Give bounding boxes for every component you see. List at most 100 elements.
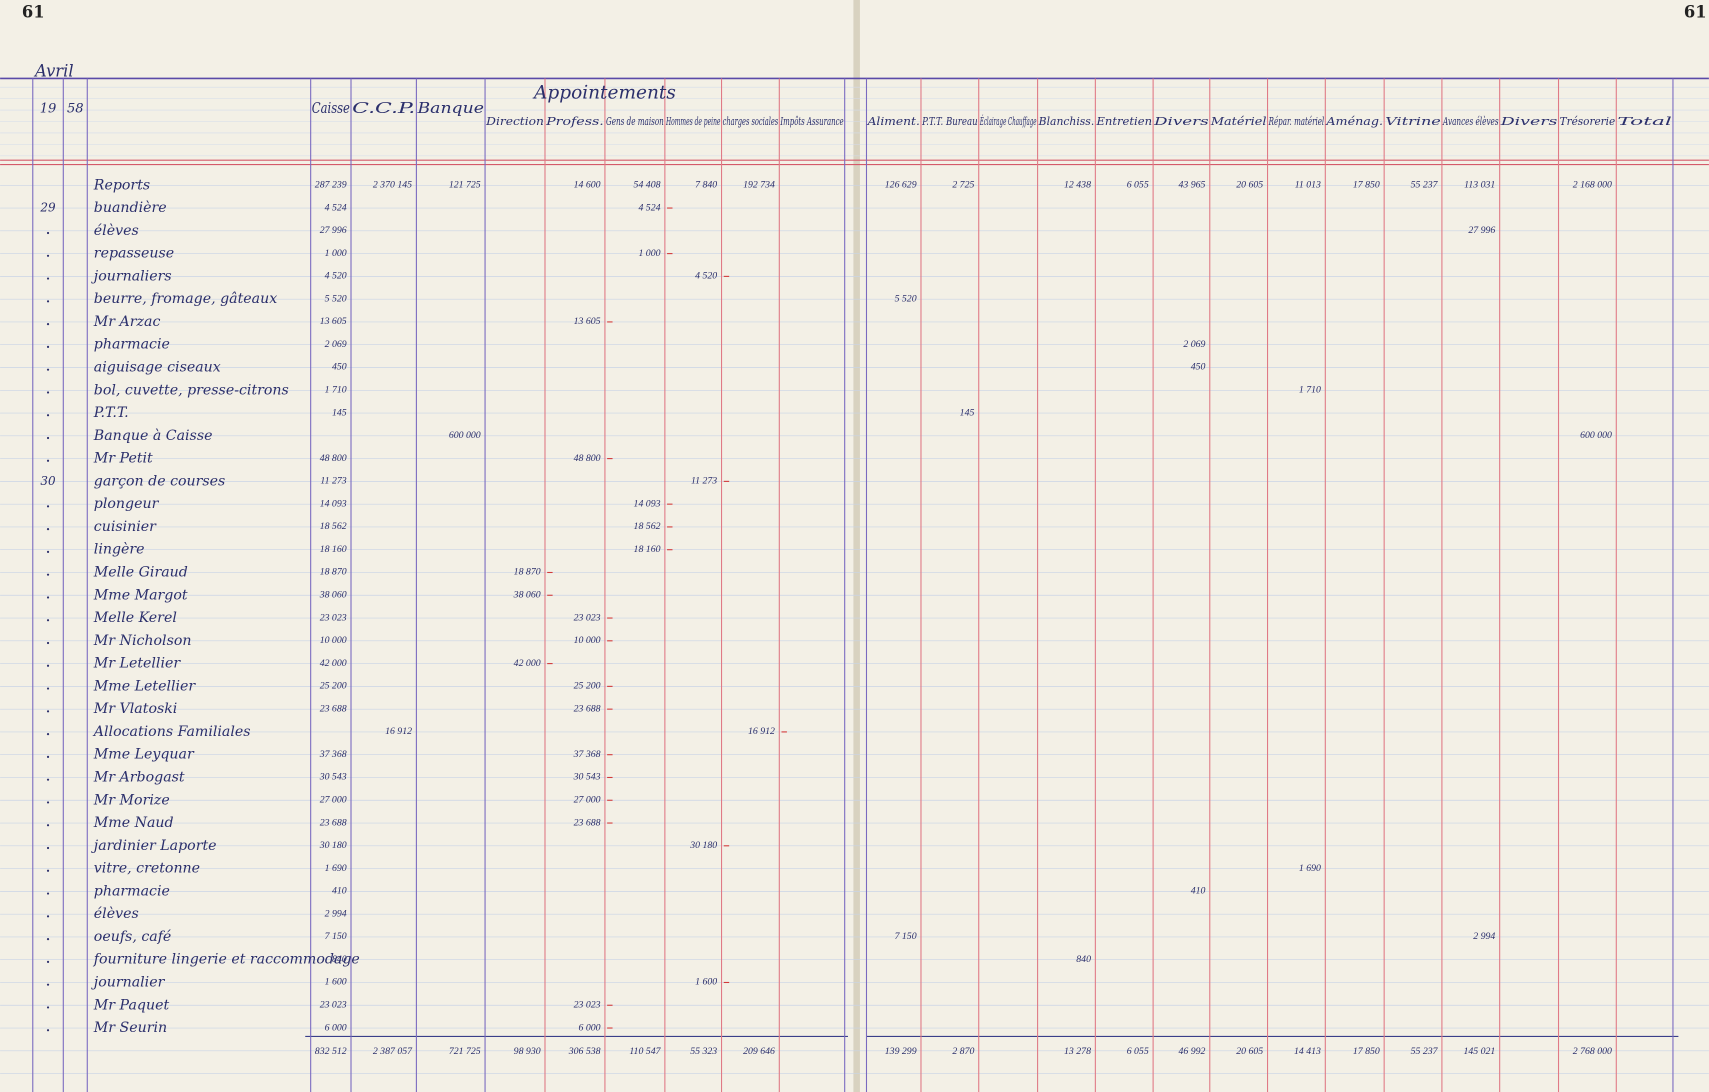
ditto-mark bbox=[46, 824, 50, 827]
ditto-mark bbox=[46, 391, 50, 394]
amount: 23 688 bbox=[574, 703, 601, 714]
amount: 126 629 bbox=[885, 180, 917, 191]
amount: 27 000 bbox=[320, 795, 347, 806]
ditto-mark bbox=[46, 892, 50, 895]
column-header: Vitrine bbox=[1385, 114, 1441, 128]
page-number: 61 bbox=[1684, 3, 1707, 22]
column-header: Caisse bbox=[312, 99, 350, 117]
column-header: Gens de maison bbox=[606, 114, 664, 128]
column-header: Direction bbox=[485, 114, 544, 128]
ditto-mark bbox=[46, 619, 50, 622]
ditto-mark bbox=[46, 664, 50, 667]
row-label: pharmacie bbox=[94, 337, 170, 353]
amount: 5 520 bbox=[895, 293, 917, 304]
amount: 1 600 bbox=[695, 977, 717, 988]
amount: 2 370 145 bbox=[373, 180, 412, 191]
amount: 18 562 bbox=[320, 521, 347, 532]
amount: 2 725 bbox=[952, 180, 974, 191]
column-header: C.C.P. bbox=[352, 99, 415, 117]
month: Avril bbox=[33, 61, 74, 80]
ditto-mark bbox=[46, 1006, 50, 1009]
ditto-mark bbox=[46, 915, 50, 918]
row-label: Mr Petit bbox=[93, 451, 153, 467]
amount: 27 000 bbox=[574, 795, 601, 806]
amount: 7 150 bbox=[895, 931, 917, 942]
ditto-mark bbox=[46, 300, 50, 303]
ditto-mark bbox=[46, 755, 50, 758]
total: 209 646 bbox=[743, 1046, 775, 1057]
row-label: Reports bbox=[93, 177, 150, 193]
row-label: Mr Paquet bbox=[93, 997, 170, 1013]
rules bbox=[0, 77, 1709, 1092]
total: 2 870 bbox=[952, 1046, 974, 1057]
total: 14 413 bbox=[1294, 1046, 1321, 1057]
column-header: Total bbox=[1617, 114, 1672, 128]
amount: 6 055 bbox=[1127, 180, 1149, 191]
amount: 20 605 bbox=[1236, 180, 1263, 191]
amount: 840 bbox=[332, 954, 347, 965]
row-label: Mr Morize bbox=[93, 792, 170, 808]
row-label: Mr Letellier bbox=[93, 656, 182, 672]
amount: 18 870 bbox=[514, 567, 541, 578]
amount: 30 543 bbox=[573, 772, 601, 783]
amount: 450 bbox=[1191, 362, 1206, 373]
amount: 23 023 bbox=[320, 612, 347, 623]
total: 139 299 bbox=[885, 1046, 917, 1057]
amount: 145 bbox=[960, 407, 975, 418]
ditto-mark bbox=[46, 596, 50, 599]
row-label: garçon de courses bbox=[94, 473, 226, 489]
ditto-mark bbox=[46, 983, 50, 986]
amount: 4 520 bbox=[325, 271, 347, 282]
amount: 5 520 bbox=[325, 293, 347, 304]
total: 55 237 bbox=[1411, 1046, 1439, 1057]
total: 721 725 bbox=[449, 1046, 481, 1057]
amount: 145 bbox=[332, 407, 347, 418]
amount: 13 605 bbox=[320, 316, 347, 327]
amount: 55 237 bbox=[1411, 180, 1439, 191]
total: 145 021 bbox=[1463, 1046, 1495, 1057]
row-label: élèves bbox=[94, 223, 139, 239]
ditto-mark bbox=[46, 550, 50, 553]
column-header: Matériel bbox=[1210, 114, 1267, 128]
row-label: journaliers bbox=[91, 268, 172, 284]
row-label: jardinier Laporte bbox=[91, 838, 217, 854]
amount: 4 524 bbox=[325, 202, 347, 213]
column-header: Avances élèves bbox=[1442, 114, 1498, 128]
ditto-mark bbox=[46, 528, 50, 531]
ditto-mark bbox=[46, 459, 50, 462]
amount: 16 912 bbox=[385, 726, 412, 737]
row-label: Mr Arbogast bbox=[93, 769, 185, 785]
amount: 2 069 bbox=[1183, 339, 1205, 350]
row-label: lingère bbox=[94, 542, 145, 558]
amount: 23 688 bbox=[320, 817, 347, 828]
ditto-mark bbox=[46, 641, 50, 645]
amount: 113 031 bbox=[1464, 180, 1495, 191]
column-header: Éclairage Chauffage bbox=[979, 114, 1036, 128]
row-label: cuisinier bbox=[94, 519, 157, 535]
amount: 42 000 bbox=[320, 658, 347, 669]
amount: 7 150 bbox=[325, 931, 347, 942]
ditto-mark bbox=[46, 846, 50, 850]
amount: 14 093 bbox=[320, 498, 347, 509]
row-label: Mr Vlatoski bbox=[93, 701, 178, 717]
total: 2 768 000 bbox=[1573, 1046, 1612, 1057]
amount: 1 710 bbox=[1299, 385, 1321, 396]
amount: 48 800 bbox=[320, 453, 347, 464]
total: 2 387 057 bbox=[373, 1046, 413, 1057]
column-header: Aliment. bbox=[867, 114, 920, 128]
row-label: fourniture lingerie et raccommodage bbox=[93, 952, 360, 968]
amount: 27 996 bbox=[1468, 225, 1495, 236]
amount: 12 438 bbox=[1064, 180, 1091, 191]
amount: 1 690 bbox=[325, 863, 347, 874]
amount: 38 060 bbox=[319, 590, 347, 601]
column-header: Blanchiss. bbox=[1038, 114, 1095, 128]
column-header: Entretien bbox=[1095, 114, 1152, 128]
year: 58 bbox=[67, 101, 84, 116]
ditto-mark bbox=[46, 505, 50, 508]
row-label: Mr Seurin bbox=[93, 1020, 167, 1036]
ditto-mark bbox=[46, 368, 50, 371]
year: 19 bbox=[40, 101, 57, 116]
row-label: Mme Naud bbox=[93, 815, 174, 831]
amount: 23 023 bbox=[574, 612, 601, 623]
